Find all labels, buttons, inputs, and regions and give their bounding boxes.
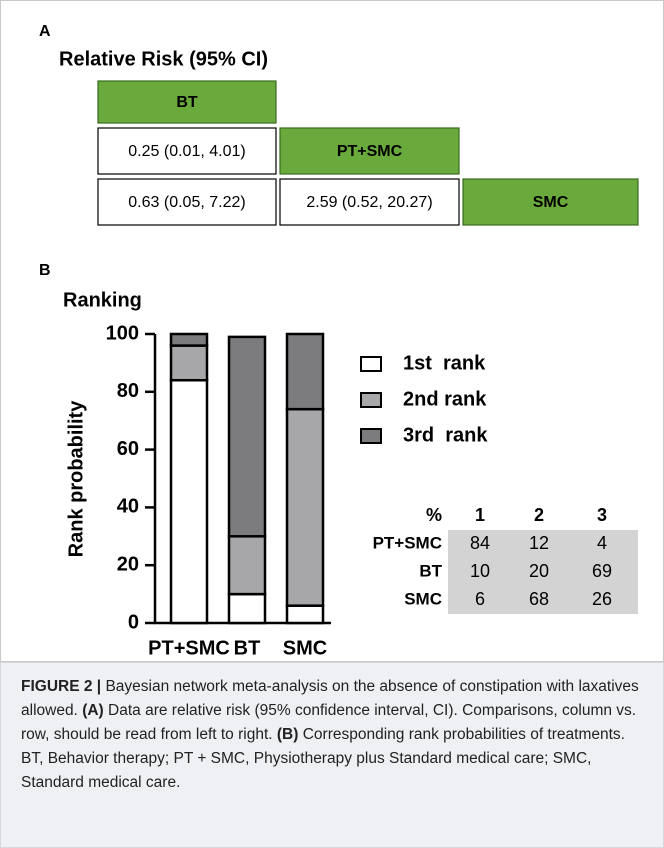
- bar-segment: [227, 335, 267, 538]
- y-tick-label: 60: [117, 438, 139, 460]
- diagonal-cell: [97, 80, 277, 124]
- bar-segment: [169, 344, 209, 382]
- table-cell: 10: [470, 561, 490, 581]
- caption-text: Data are relative risk (95% confidence i…: [21, 702, 637, 743]
- caption-text: Bayesian network meta-analysis on the ab…: [21, 678, 639, 719]
- table-header: %: [426, 505, 442, 525]
- legend-swatch: [360, 392, 382, 408]
- y-axis-label: Rank probability: [65, 400, 87, 558]
- cell-text: SMC: [533, 194, 569, 211]
- y-tick-label: 80: [117, 380, 139, 402]
- table-header: 2: [534, 505, 544, 525]
- figure-canvas: A Relative Risk (95% CI) B Ranking Rank …: [39, 23, 639, 659]
- legend-label: 3rd rank: [403, 424, 488, 446]
- bar-segment: [285, 332, 325, 411]
- caption-ref: (B): [276, 726, 299, 743]
- cell-text: 0.63 (0.05, 7.22): [128, 194, 245, 211]
- table-cell: 6: [475, 589, 485, 609]
- bar-segment: [285, 604, 325, 625]
- table-header: 3: [597, 505, 607, 525]
- legend-label: 2nd rank: [403, 388, 487, 410]
- table-row-label: BT: [419, 561, 442, 580]
- cell-text: BT: [176, 94, 198, 111]
- x-tick-label: PT+SMC: [148, 637, 230, 659]
- panel-title: Relative Risk (95% CI): [59, 48, 268, 70]
- panel-label: A: [39, 23, 51, 40]
- bar-segment: [169, 378, 209, 625]
- caption-text: Corresponding rank probabilities of trea…: [21, 726, 625, 791]
- table-cell: 4: [597, 533, 607, 553]
- y-tick-label: 0: [128, 611, 139, 633]
- cell-text: 0.25 (0.01, 4.01): [128, 143, 245, 160]
- table-header: 1: [475, 505, 485, 525]
- table-row-label: SMC: [404, 589, 442, 608]
- x-tick-label: BT: [234, 637, 261, 659]
- figure: A Relative Risk (95% CI) B Ranking Rank …: [0, 0, 664, 662]
- diagonal-cell: [462, 178, 639, 226]
- table-cell: 20: [529, 561, 549, 581]
- table-cell: 84: [470, 533, 490, 553]
- legend-swatch: [360, 428, 382, 444]
- y-tick-label: 20: [117, 553, 139, 575]
- legend-swatch: [360, 356, 382, 372]
- matrix-cell: [279, 178, 460, 226]
- table-background: [448, 530, 638, 614]
- diagonal-cell: [279, 127, 460, 175]
- cell-text: 2.59 (0.52, 20.27): [306, 194, 432, 211]
- table-cell: 69: [592, 561, 612, 581]
- legend-label: 1st rank: [403, 352, 486, 374]
- panel-label: B: [39, 262, 51, 279]
- table-cell: 12: [529, 533, 549, 553]
- table-cell: 68: [529, 589, 549, 609]
- bar-segment: [169, 332, 209, 347]
- figure-label: FIGURE 2 |: [21, 678, 102, 695]
- table-cell: 26: [592, 589, 612, 609]
- bar-segment: [227, 535, 267, 596]
- chart-title: Ranking: [63, 289, 142, 311]
- table-row-label: PT+SMC: [373, 533, 442, 552]
- y-tick-label: 40: [117, 496, 139, 518]
- x-tick-label: SMC: [283, 637, 327, 659]
- bar-segment: [285, 407, 325, 607]
- bar-segment: [227, 592, 267, 625]
- matrix-cell: [97, 127, 277, 175]
- caption: FIGURE 2 | Bayesian network meta-analysi…: [0, 662, 664, 848]
- y-tick-label: 100: [106, 322, 139, 344]
- matrix-cell: [97, 178, 277, 226]
- cell-text: PT+SMC: [337, 143, 403, 160]
- caption-ref: (A): [82, 702, 104, 719]
